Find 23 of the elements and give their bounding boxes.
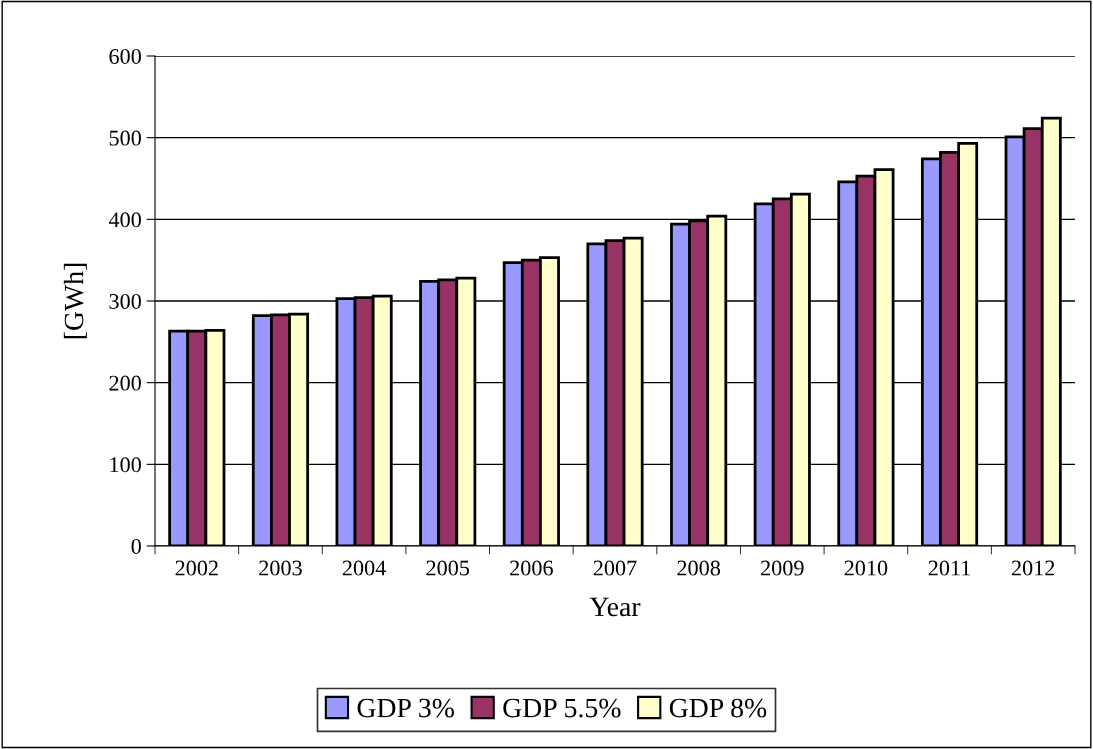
x-tick-label: 2009 bbox=[761, 560, 804, 576]
x-tick-label: 2007 bbox=[593, 560, 637, 576]
y-tick-label: 0 bbox=[131, 538, 141, 554]
legend-label: GDP 3% bbox=[357, 698, 454, 718]
y-tick-label: 100 bbox=[110, 457, 141, 473]
x-axis-title: Year bbox=[589, 597, 641, 617]
x-tick-label: 2008 bbox=[677, 560, 721, 576]
y-tick-label: 300 bbox=[109, 293, 141, 309]
y-tick-label: 500 bbox=[109, 130, 141, 146]
y-axis-title: [GWh] bbox=[63, 263, 87, 339]
x-tick-label: 2003 bbox=[259, 560, 302, 576]
x-tick-label: 2012 bbox=[1011, 560, 1055, 576]
x-tick-label: 2010 bbox=[844, 560, 888, 576]
x-tick-label: 2004 bbox=[342, 560, 386, 576]
x-tick-label: 2011 bbox=[928, 560, 971, 576]
y-tick-label: 200 bbox=[109, 375, 141, 391]
x-tick-label: 2005 bbox=[426, 560, 470, 576]
y-tick-label: 400 bbox=[108, 212, 141, 228]
x-tick-label: 2002 bbox=[175, 560, 218, 576]
y-tick-label: 600 bbox=[109, 48, 141, 64]
legend-label: GDP 8% bbox=[669, 698, 767, 718]
x-tick-label: 2006 bbox=[510, 560, 553, 576]
legend-label: GDP 5.5% bbox=[503, 698, 621, 718]
